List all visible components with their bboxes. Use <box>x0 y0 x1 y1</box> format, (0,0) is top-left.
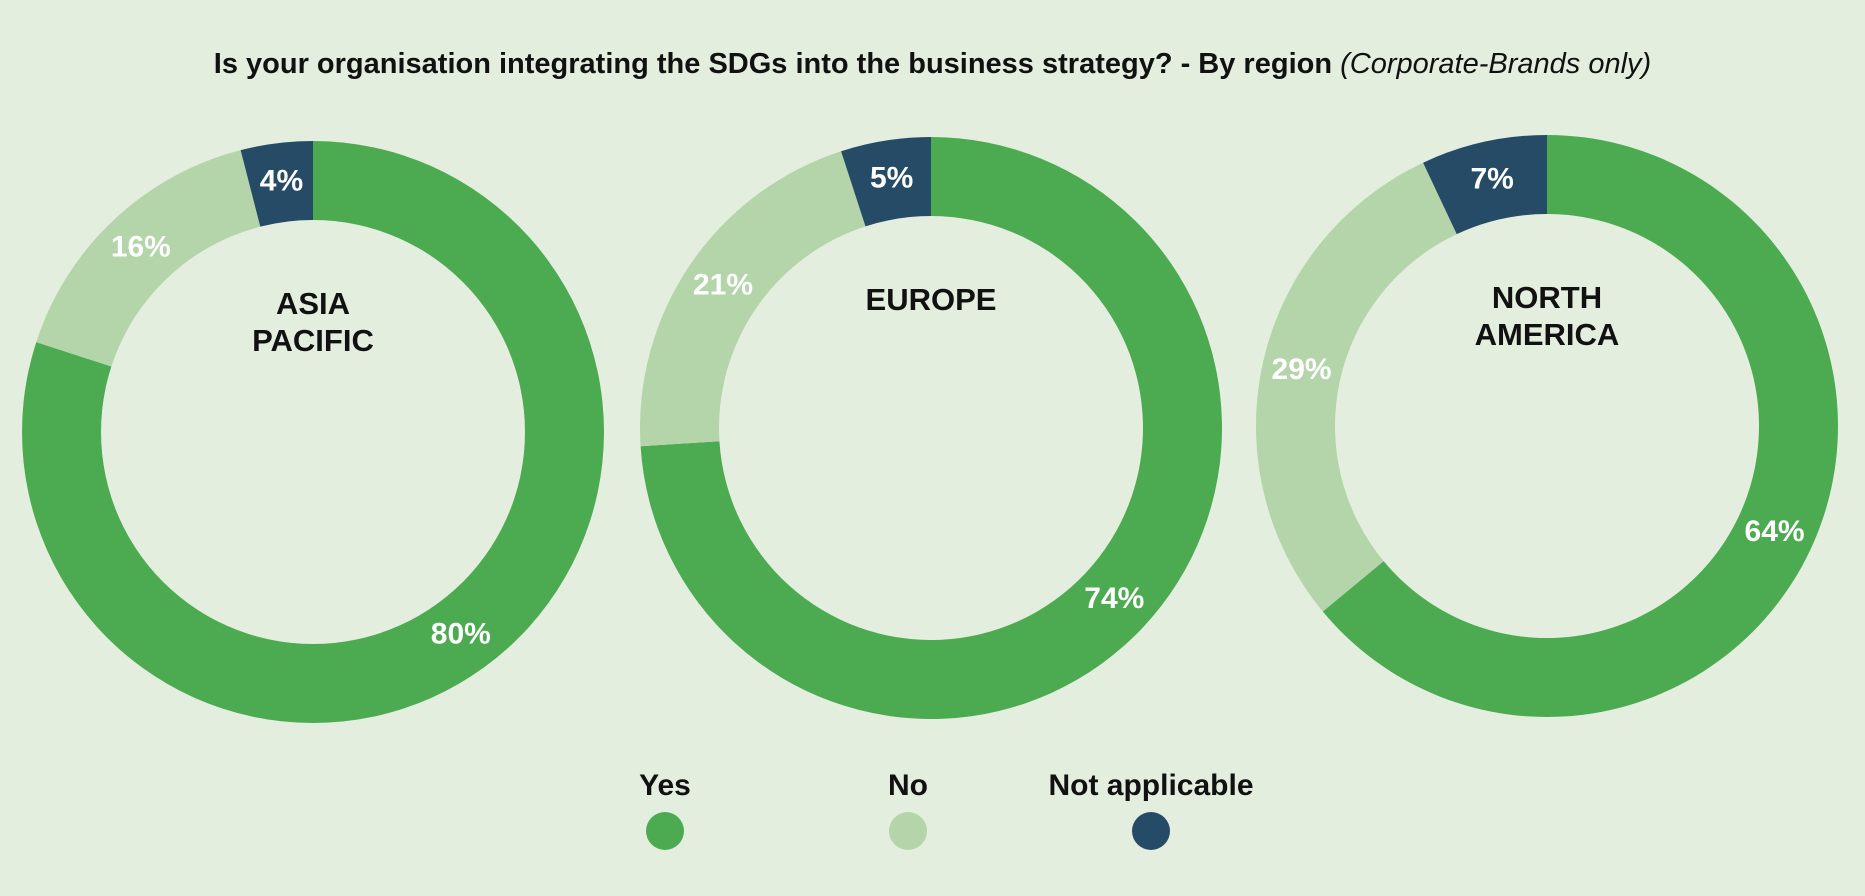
data-label: 16% <box>111 231 171 264</box>
donut-segment <box>1256 162 1457 612</box>
donut-segment <box>240 141 313 227</box>
legend-marker <box>889 812 927 850</box>
data-label: 74% <box>1084 582 1144 615</box>
data-label: 64% <box>1745 515 1805 548</box>
region-title: EUROPE <box>865 282 997 317</box>
chart-subtitle: (Corporate-Brands only) <box>1340 48 1652 80</box>
data-label: 4% <box>260 164 303 197</box>
chart-title-block: Is your organisation integrating the SDG… <box>0 48 1865 81</box>
data-label: 7% <box>1470 162 1513 195</box>
data-label: 29% <box>1272 353 1332 386</box>
donut-segment <box>36 150 261 367</box>
data-label: 80% <box>431 617 491 650</box>
region-title: NORTH AMERICA <box>1474 280 1620 352</box>
donut-segment <box>640 151 866 447</box>
legend-marker <box>1132 812 1170 850</box>
legend-label: Yes <box>639 769 691 802</box>
donut-segment <box>841 137 931 227</box>
chart-title: Is your organisation integrating the SDG… <box>213 48 1333 80</box>
legend-marker <box>646 812 684 850</box>
legend-label: No <box>888 769 928 802</box>
donut-segment <box>1322 135 1839 717</box>
legend-label: Not applicable <box>1048 769 1253 802</box>
data-label: 21% <box>693 269 753 302</box>
data-label: 5% <box>870 162 913 195</box>
donut-segment <box>1423 135 1547 235</box>
region-title: ASIA PACIFIC <box>252 286 374 358</box>
